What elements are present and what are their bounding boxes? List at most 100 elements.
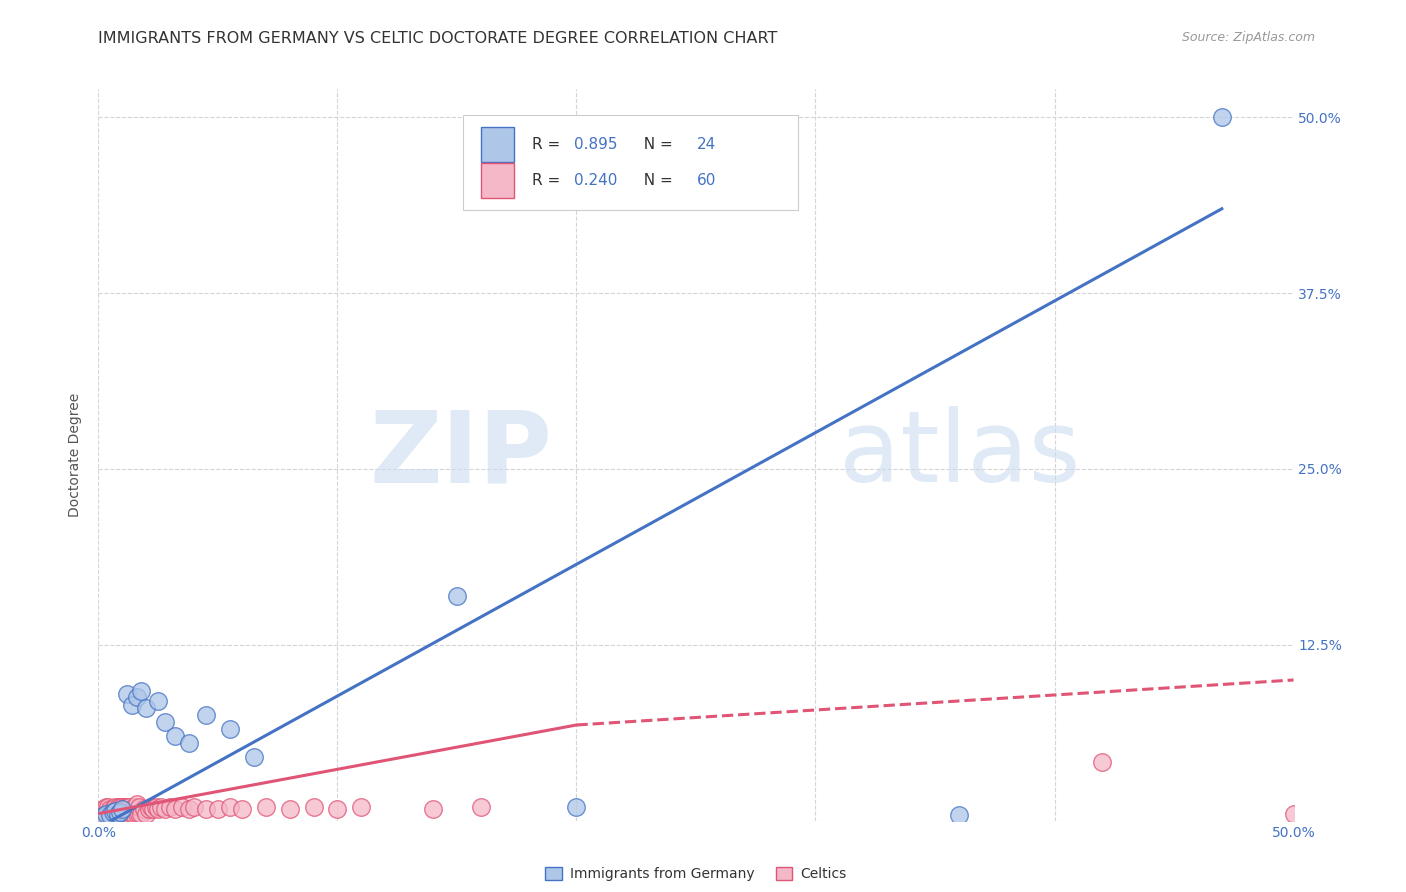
Point [155,802,177,816]
Point [163,729,186,743]
Point [231,802,253,816]
Point [90,806,112,821]
Point [155,715,177,730]
Text: N =: N = [634,173,678,188]
Point [97,799,120,814]
Point [254,799,277,814]
Point [132,802,155,816]
Point [104,799,127,814]
Text: 60: 60 [697,173,717,188]
Point [159,799,181,814]
Point [148,694,170,708]
Point [194,708,218,723]
Point [326,802,349,816]
Point [131,806,153,821]
Point [114,799,136,814]
Point [101,805,124,820]
Point [121,698,143,713]
Text: Source: ZipAtlas.com: Source: ZipAtlas.com [1181,31,1315,45]
Bar [481,127,515,161]
Point [115,806,138,821]
Point [183,799,205,814]
Point [101,806,124,821]
Point [108,799,131,814]
Point [422,802,444,816]
FancyBboxPatch shape [463,115,797,210]
Point [124,799,146,814]
Point [91,809,114,823]
Point [243,750,266,764]
Point [104,806,127,821]
Bar [481,163,515,198]
Point [219,723,242,737]
Point [111,799,134,814]
Point [118,799,141,814]
Point [114,806,136,821]
Point [91,806,114,821]
Point [94,806,117,821]
Point [1091,755,1114,769]
Point [138,802,160,816]
Point [278,802,301,816]
Point [948,808,970,822]
Y-axis label: Doctorate Degree: Doctorate Degree [69,392,83,517]
Text: N =: N = [634,136,678,152]
Point [94,799,117,814]
Text: atlas: atlas [839,407,1081,503]
Point [91,802,114,816]
Point [98,809,122,823]
Point [350,799,373,814]
Point [131,684,153,698]
Point [302,799,325,814]
Point [125,797,148,811]
Point [148,802,170,816]
Point [219,799,242,814]
Point [121,806,143,821]
Point [108,806,131,821]
Point [101,802,124,816]
Point [107,799,129,814]
Text: R =: R = [533,136,565,152]
Point [118,809,141,823]
Point [94,805,117,820]
Point [139,799,162,814]
Text: 24: 24 [697,136,717,152]
Point [124,806,146,821]
Text: ZIP: ZIP [370,407,553,503]
Point [107,806,129,821]
Point [107,806,129,821]
Point [179,802,201,816]
Point [111,806,134,821]
Point [98,802,122,816]
Point [128,799,150,814]
Point [115,687,138,701]
Text: R =: R = [533,173,565,188]
Point [1211,111,1233,125]
Point [179,736,201,750]
Point [470,799,492,814]
Point [125,690,148,704]
Point [446,589,468,603]
Point [111,802,134,816]
Point [125,806,148,821]
Text: IMMIGRANTS FROM GERMANY VS CELTIC DOCTORATE DEGREE CORRELATION CHART: IMMIGRANTS FROM GERMANY VS CELTIC DOCTOR… [98,31,778,46]
Point [1282,806,1305,821]
Point [149,799,172,814]
Point [142,802,165,816]
Point [163,802,186,816]
Point [135,701,157,715]
Point [115,799,138,814]
Point [128,806,150,821]
Point [97,806,120,821]
Point [145,799,167,814]
Point [194,802,218,816]
Point [104,804,127,818]
Point [172,799,194,814]
Point [135,806,157,821]
Legend: Immigrants from Germany, Celtics: Immigrants from Germany, Celtics [540,862,852,887]
Point [565,799,588,814]
Text: 0.895: 0.895 [574,136,617,152]
Point [207,802,229,816]
Point [98,808,122,822]
Text: 0.240: 0.240 [574,173,617,188]
